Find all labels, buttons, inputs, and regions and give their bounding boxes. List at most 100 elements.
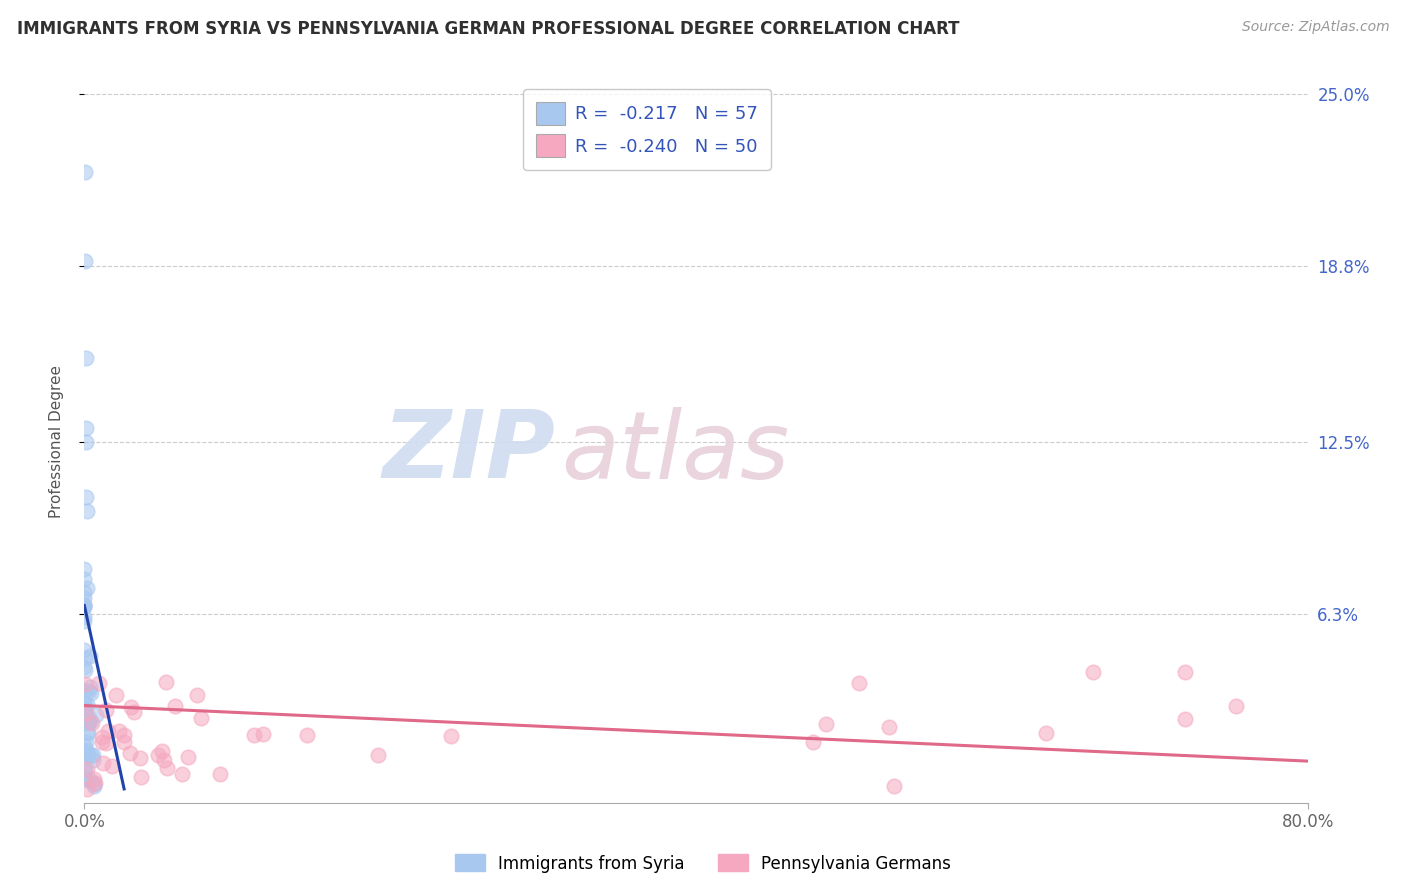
Point	[75, 420, 97, 434]
Point	[73, 748, 96, 763]
Point	[73, 585, 96, 599]
Point	[112, 734, 135, 748]
Point	[82, 753, 104, 767]
Point	[90, 731, 112, 745]
Point	[73, 610, 96, 624]
Point	[82, 748, 104, 763]
Point	[77, 714, 100, 729]
Point	[76, 724, 98, 739]
Point	[75, 253, 97, 268]
Point	[73, 598, 96, 612]
Point	[73, 704, 96, 718]
Point	[190, 711, 212, 725]
Point	[177, 750, 200, 764]
Point	[170, 767, 193, 781]
Point	[77, 714, 100, 728]
Point	[83, 777, 105, 791]
Point	[87, 675, 110, 690]
Point	[73, 761, 96, 775]
Point	[1035, 726, 1057, 740]
Point	[120, 746, 142, 760]
Point	[163, 699, 186, 714]
Point	[131, 771, 153, 785]
Point	[77, 711, 100, 725]
Point	[73, 738, 96, 752]
Point	[73, 695, 96, 709]
Point	[76, 504, 98, 518]
Point	[75, 743, 97, 757]
Point	[83, 779, 105, 793]
Point	[75, 490, 97, 504]
Point	[1225, 698, 1247, 713]
Point	[208, 766, 231, 780]
Y-axis label: Professional Degree: Professional Degree	[49, 365, 63, 518]
Point	[73, 562, 96, 576]
Point	[80, 748, 103, 763]
Point	[91, 756, 114, 770]
Text: ZIP: ZIP	[382, 407, 555, 499]
Point	[73, 697, 96, 711]
Point	[76, 772, 98, 787]
Point	[75, 706, 97, 720]
Point	[1081, 665, 1104, 680]
Point	[73, 599, 96, 614]
Point	[150, 744, 173, 758]
Point	[73, 772, 96, 786]
Point	[76, 762, 98, 776]
Point	[80, 686, 103, 700]
Point	[801, 735, 824, 749]
Point	[73, 614, 96, 628]
Point	[120, 699, 142, 714]
Point	[440, 730, 463, 744]
Text: atlas: atlas	[561, 407, 790, 498]
Point	[73, 599, 96, 613]
Text: IMMIGRANTS FROM SYRIA VS PENNSYLVANIA GERMAN PROFESSIONAL DEGREE CORRELATION CHA: IMMIGRANTS FROM SYRIA VS PENNSYLVANIA GE…	[17, 20, 959, 37]
Point	[129, 751, 152, 765]
Point	[75, 663, 97, 677]
Point	[73, 716, 96, 731]
Point	[79, 649, 101, 664]
Point	[101, 759, 124, 773]
Point	[73, 745, 96, 759]
Point	[94, 736, 117, 750]
Point	[79, 773, 101, 788]
Point	[1174, 665, 1197, 680]
Legend: Immigrants from Syria, Pennsylvania Germans: Immigrants from Syria, Pennsylvania Germ…	[449, 847, 957, 880]
Point	[79, 681, 101, 695]
Point	[252, 726, 274, 740]
Point	[186, 688, 208, 702]
Point	[83, 776, 105, 790]
Point	[75, 351, 97, 366]
Point	[76, 581, 98, 595]
Point	[295, 728, 318, 742]
Point	[75, 735, 97, 749]
Point	[815, 716, 838, 731]
Point	[77, 747, 100, 761]
Point	[77, 684, 100, 698]
Point	[367, 747, 389, 762]
Point	[73, 599, 96, 614]
Legend: R =  -0.217   N = 57, R =  -0.240   N = 50: R = -0.217 N = 57, R = -0.240 N = 50	[523, 89, 770, 170]
Point	[75, 650, 97, 665]
Point	[155, 674, 177, 689]
Point	[83, 772, 105, 786]
Point	[75, 702, 97, 716]
Point	[73, 764, 96, 779]
Point	[75, 677, 97, 691]
Point	[91, 735, 114, 749]
Point	[84, 708, 107, 723]
Point	[75, 434, 97, 449]
Point	[108, 723, 131, 738]
Point	[73, 642, 96, 657]
Point	[76, 697, 98, 711]
Point	[94, 703, 117, 717]
Point	[76, 781, 98, 796]
Point	[97, 723, 120, 738]
Point	[877, 720, 900, 734]
Point	[73, 591, 96, 606]
Point	[73, 684, 96, 698]
Point	[77, 726, 100, 740]
Point	[105, 689, 128, 703]
Point	[883, 779, 905, 793]
Point	[73, 709, 96, 723]
